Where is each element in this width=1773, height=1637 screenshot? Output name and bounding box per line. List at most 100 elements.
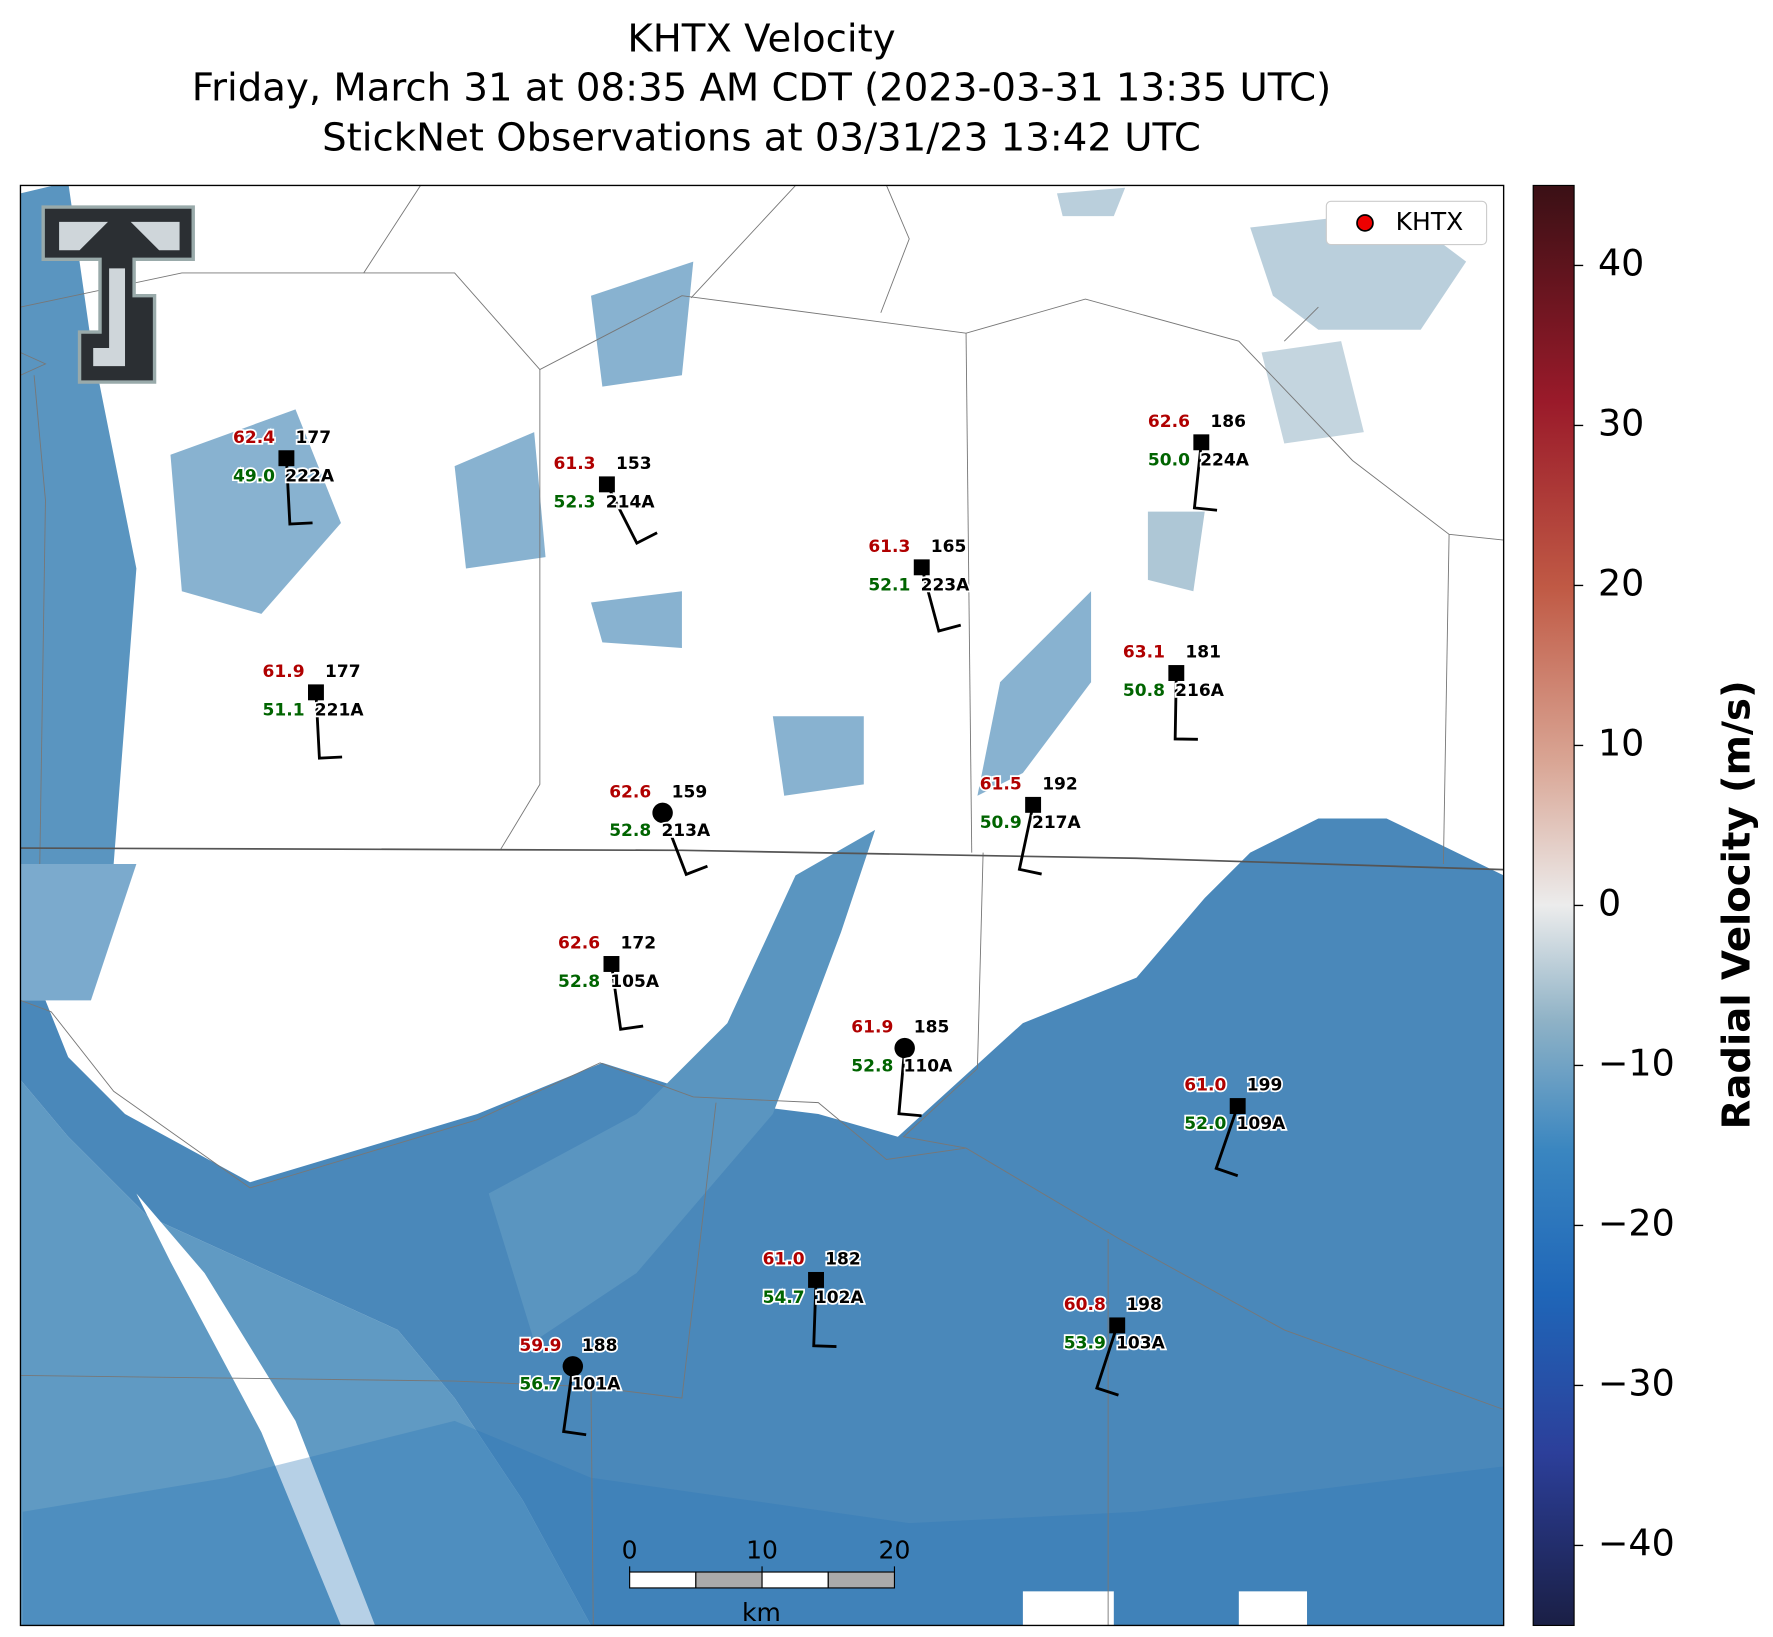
scale-unit: km [742, 1598, 781, 1627]
wind-direction: 198 [1126, 1295, 1162, 1315]
wind-direction: 181 [1185, 643, 1221, 663]
station-id: 224A [1200, 450, 1250, 470]
wind-barb [562, 1366, 587, 1437]
scale-segment [629, 1571, 697, 1589]
station-id: 217A [1032, 813, 1082, 833]
temperature: 61.5 [980, 774, 1022, 794]
legend-label: KHTX [1396, 207, 1464, 236]
title-line: StickNet Observations at 03/31/23 13:42 … [322, 115, 1201, 160]
title-line: KHTX Velocity [627, 17, 895, 62]
station: 59.9 188 56.7 101A [518, 1334, 623, 1437]
station: 61.0 199 52.0 109A [1183, 1074, 1288, 1178]
station-marker [894, 1037, 915, 1059]
wind-barb [661, 812, 708, 877]
station-id: 221A [315, 701, 365, 721]
radar-field [20, 185, 1504, 1626]
wind-direction: 182 [825, 1249, 861, 1269]
station: 61.9 185 52.8 110A [850, 1016, 955, 1118]
colorbar-tick-label: 20 [1598, 561, 1644, 604]
station: 61.3 165 52.1 223A [867, 535, 972, 633]
wind-direction: 192 [1042, 774, 1078, 794]
station-id: 109A [1237, 1114, 1287, 1134]
station-marker [808, 1271, 824, 1288]
dewpoint: 56.7 [519, 1374, 561, 1394]
station: 61.9 177 51.1 221A [261, 660, 366, 760]
temperature: 61.3 [868, 537, 910, 557]
colorbar-tick-label: −20 [1598, 1201, 1675, 1244]
wind-barb [610, 963, 644, 1031]
wind-barb [812, 1279, 837, 1349]
title-line: Friday, March 31 at 08:35 AM CDT (2023-0… [192, 65, 1331, 110]
wind-direction: 188 [582, 1336, 618, 1356]
dewpoint: 52.8 [609, 821, 651, 841]
station-id: 213A [661, 821, 711, 841]
station: 61.0 182 54.7 102A [761, 1248, 866, 1349]
dewpoint: 52.0 [1184, 1114, 1226, 1134]
dewpoint: 52.3 [554, 493, 596, 513]
logo [41, 205, 195, 384]
station-marker [308, 684, 324, 701]
dewpoint: 51.1 [263, 701, 305, 721]
station-id: 214A [606, 493, 656, 513]
temperature: 62.4 [233, 428, 275, 448]
colorbar-tick-label: −30 [1598, 1361, 1675, 1404]
temperature: 61.0 [1184, 1076, 1226, 1096]
wind-barb [314, 692, 343, 760]
wind-direction: 159 [672, 782, 708, 802]
colorbar-tick-label: −40 [1598, 1521, 1675, 1564]
station-marker [1193, 434, 1210, 451]
dewpoint: 50.0 [1148, 450, 1190, 470]
wind-direction: 177 [295, 428, 331, 448]
colorbar [1532, 184, 1575, 1627]
scale-tick-label: 10 [746, 1536, 778, 1565]
station-marker [913, 559, 930, 576]
temperature: 62.6 [558, 934, 600, 954]
title: KHTX Velocity Friday, March 31 at 08:35 … [192, 17, 1331, 161]
station-marker [1168, 665, 1185, 681]
wind-barb [1214, 1105, 1240, 1178]
temperature: 60.8 [1064, 1295, 1106, 1315]
station-marker [1229, 1098, 1246, 1114]
temperature: 63.1 [1123, 643, 1165, 663]
dewpoint: 50.9 [980, 813, 1022, 833]
wind-direction: 165 [931, 537, 967, 557]
station-id: 101A [572, 1374, 622, 1394]
station: 62.6 159 52.8 213A [608, 781, 713, 877]
dewpoint: 52.8 [558, 972, 600, 992]
wind-barb [1192, 442, 1218, 512]
colorbar-tick-label: −10 [1598, 1041, 1675, 1084]
station: 62.6 186 50.0 224A [1146, 410, 1251, 512]
station-marker [562, 1356, 584, 1377]
wind-direction: 185 [914, 1018, 950, 1038]
colorbar-tick-label: 30 [1598, 401, 1644, 444]
scale-segment [827, 1571, 896, 1589]
station: 61.5 192 50.9 217A [978, 773, 1083, 876]
wind-direction: 172 [621, 934, 657, 954]
station: 60.8 198 53.9 103A [1062, 1293, 1167, 1397]
wind-barb [1095, 1324, 1119, 1397]
station-marker [278, 450, 295, 467]
scale-bar: km [742, 1598, 781, 1627]
station-marker [598, 476, 615, 493]
wind-direction: 153 [616, 454, 652, 474]
station-id: 222A [285, 466, 335, 486]
colorbar-tick-label: 40 [1598, 241, 1644, 284]
dewpoint: 54.7 [763, 1288, 805, 1308]
scale-tick-label: 0 [622, 1536, 638, 1565]
station-marker [652, 802, 673, 824]
wind-barb [605, 483, 658, 546]
colorbar-label: Radial Velocity (m/s) [1714, 680, 1759, 1129]
colorbar-tick-label: 10 [1598, 721, 1644, 764]
legend: KHTX [1325, 200, 1488, 246]
wind-barb [897, 1047, 922, 1118]
station: 63.1 181 50.8 216A [1121, 641, 1226, 741]
station-id: 216A [1175, 681, 1225, 701]
scale-tick-label: 20 [879, 1536, 911, 1565]
station-marker [603, 956, 620, 972]
temperature: 62.6 [1148, 412, 1190, 432]
dewpoint: 52.8 [851, 1056, 893, 1076]
dewpoint: 49.0 [233, 466, 275, 486]
station-id: 105A [610, 972, 660, 992]
temperature: 59.9 [519, 1336, 561, 1356]
